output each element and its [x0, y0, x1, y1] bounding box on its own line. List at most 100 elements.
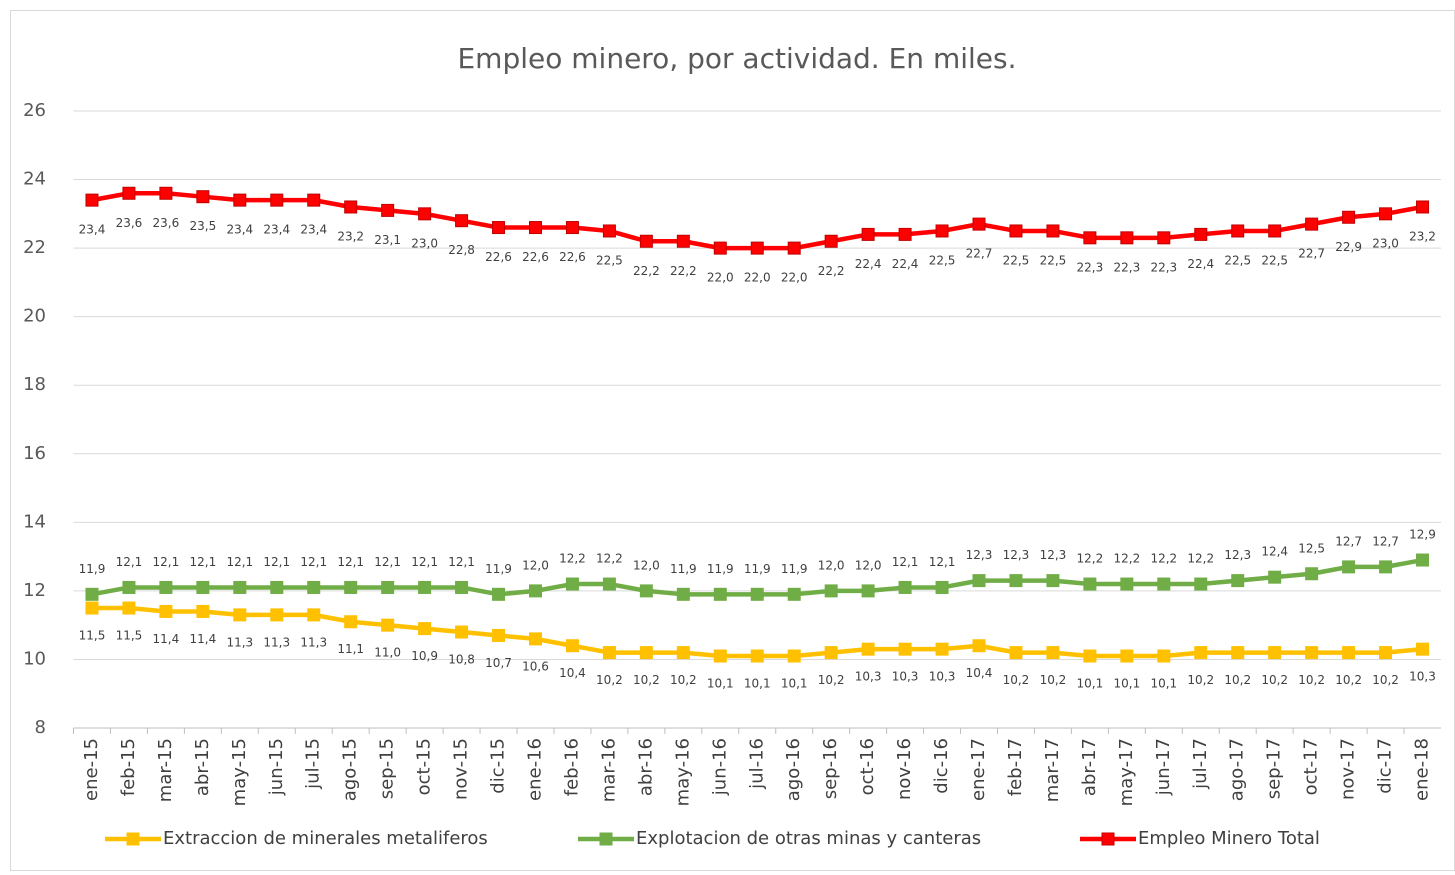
data-label: 23,4 [300, 223, 327, 237]
data-label: 12,1 [116, 555, 143, 569]
chart-border [10, 10, 1455, 871]
point-marker [935, 224, 949, 238]
point-marker [528, 221, 542, 235]
data-label: 10,3 [929, 670, 956, 684]
data-label: 23,5 [189, 219, 216, 233]
data-label: 22,0 [744, 271, 771, 285]
data-label: 22,9 [1335, 240, 1362, 254]
x-tick-label: oct-15 [414, 738, 435, 795]
y-tick-label: 24 [23, 169, 46, 190]
y-tick-label: 8 [35, 717, 46, 738]
point-marker [972, 217, 986, 231]
x-tick-label: abr-17 [1079, 738, 1100, 796]
point-marker [972, 574, 986, 588]
data-label: 12,0 [818, 558, 845, 572]
data-label: 22,2 [670, 264, 697, 278]
point-marker [528, 584, 542, 598]
y-tick-label: 22 [23, 237, 46, 258]
x-tick-label: nov-16 [894, 738, 915, 800]
y-tick-label: 18 [23, 374, 46, 395]
data-label: 11,9 [707, 562, 734, 576]
data-label: 22,4 [892, 257, 919, 271]
data-label: 22,5 [596, 253, 623, 267]
legend-label: Empleo Minero Total [1138, 828, 1320, 849]
data-label: 12,1 [189, 555, 216, 569]
data-label: 10,2 [596, 673, 623, 687]
point-marker [159, 580, 173, 594]
point-marker [898, 580, 912, 594]
x-tick-label: dic-15 [488, 738, 509, 794]
data-label: 12,0 [855, 558, 882, 572]
data-label: 22,0 [707, 271, 734, 285]
point-marker [713, 587, 727, 601]
x-tick-label: ago-15 [340, 738, 361, 801]
data-label: 11,9 [79, 562, 106, 576]
data-label: 12,0 [633, 558, 660, 572]
data-label: 22,3 [1077, 260, 1104, 274]
x-tick-label: ene-18 [1412, 738, 1433, 801]
point-marker [824, 234, 838, 248]
data-label: 12,1 [929, 555, 956, 569]
point-marker [159, 186, 173, 200]
data-label: 11,3 [300, 635, 327, 649]
data-label: 12,3 [1003, 548, 1030, 562]
data-label: 10,8 [448, 653, 475, 667]
data-label: 22,4 [855, 257, 882, 271]
point-marker [676, 234, 690, 248]
data-label: 12,3 [1040, 548, 1067, 562]
x-tick-label: abr-15 [192, 738, 213, 796]
data-label: 12,2 [596, 552, 623, 566]
data-label: 11,4 [189, 632, 216, 646]
point-marker [122, 186, 136, 200]
y-tick-label: 12 [23, 580, 46, 601]
point-marker [418, 207, 432, 221]
point-marker [750, 649, 764, 663]
x-tick-label: feb-16 [561, 738, 582, 796]
point-marker [418, 622, 432, 636]
data-label: 12,0 [522, 558, 549, 572]
point-marker [455, 214, 469, 228]
data-label: 12,1 [337, 555, 364, 569]
x-tick-label: feb-17 [1005, 738, 1026, 796]
data-label: 10,1 [1113, 677, 1140, 691]
data-label: 12,3 [966, 548, 993, 562]
point-marker [196, 580, 210, 594]
point-marker [824, 584, 838, 598]
data-label: 11,3 [226, 635, 253, 649]
point-marker [528, 632, 542, 646]
point-marker [418, 580, 432, 594]
data-label: 23,0 [1372, 236, 1399, 250]
data-label: 12,1 [411, 555, 438, 569]
data-label: 10,2 [1224, 673, 1251, 687]
legend-marker [599, 832, 613, 846]
x-tick-label: sep-17 [1264, 738, 1285, 799]
data-label: 10,2 [1372, 673, 1399, 687]
data-label: 22,7 [966, 247, 993, 261]
data-label: 10,3 [892, 670, 919, 684]
data-label: 22,5 [1040, 253, 1067, 267]
data-label: 12,1 [153, 555, 180, 569]
point-marker [85, 587, 99, 601]
x-tick-label: ene-15 [81, 738, 102, 801]
point-marker [1046, 224, 1060, 238]
point-marker [344, 580, 358, 594]
data-label: 10,3 [855, 670, 882, 684]
point-marker [196, 190, 210, 204]
point-marker [1046, 574, 1060, 588]
data-label: 10,1 [744, 677, 771, 691]
data-label: 22,6 [522, 250, 549, 264]
data-label: 22,5 [1003, 253, 1030, 267]
data-label: 23,4 [263, 223, 290, 237]
data-label: 11,5 [79, 629, 106, 643]
point-marker [270, 193, 284, 207]
point-marker [639, 234, 653, 248]
data-label: 22,5 [1261, 253, 1288, 267]
point-marker [381, 618, 395, 632]
data-label: 10,2 [1298, 673, 1325, 687]
data-label: 10,2 [1003, 673, 1030, 687]
x-tick-label: may-17 [1116, 738, 1137, 806]
point-marker [639, 584, 653, 598]
data-label: 10,1 [781, 677, 808, 691]
x-tick-label: feb-15 [118, 738, 139, 796]
point-marker [122, 580, 136, 594]
